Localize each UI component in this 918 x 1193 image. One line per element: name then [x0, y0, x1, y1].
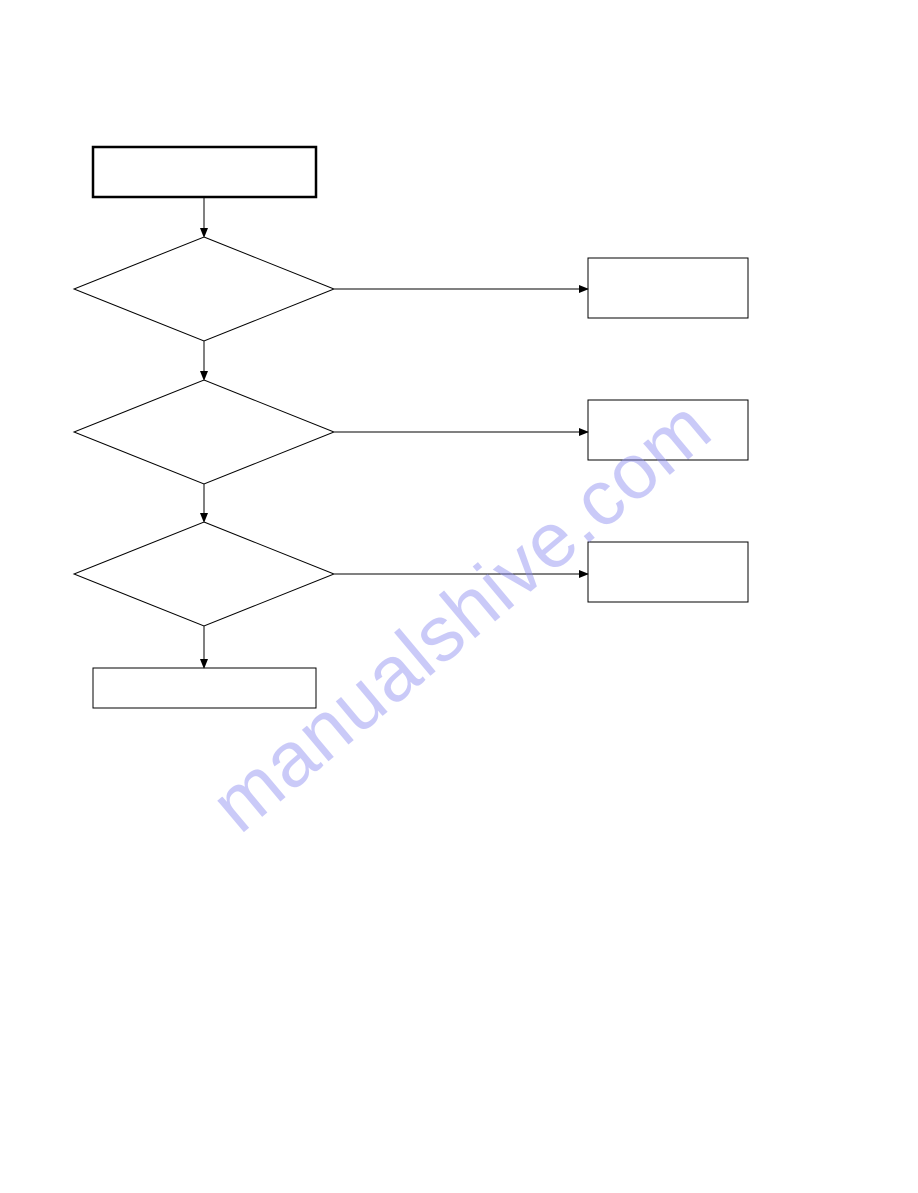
node-action3 — [588, 542, 748, 602]
flowchart-nodes — [74, 147, 748, 708]
node-action1 — [588, 258, 748, 318]
node-end — [93, 668, 316, 708]
flowchart-container: manualshive.com — [0, 0, 918, 1188]
flowchart-edges — [204, 197, 588, 668]
flowchart-svg — [0, 0, 918, 1188]
node-start — [93, 147, 316, 197]
node-decision1 — [74, 237, 334, 341]
node-decision3 — [74, 522, 334, 626]
node-decision2 — [74, 380, 334, 484]
node-action2 — [588, 400, 748, 460]
